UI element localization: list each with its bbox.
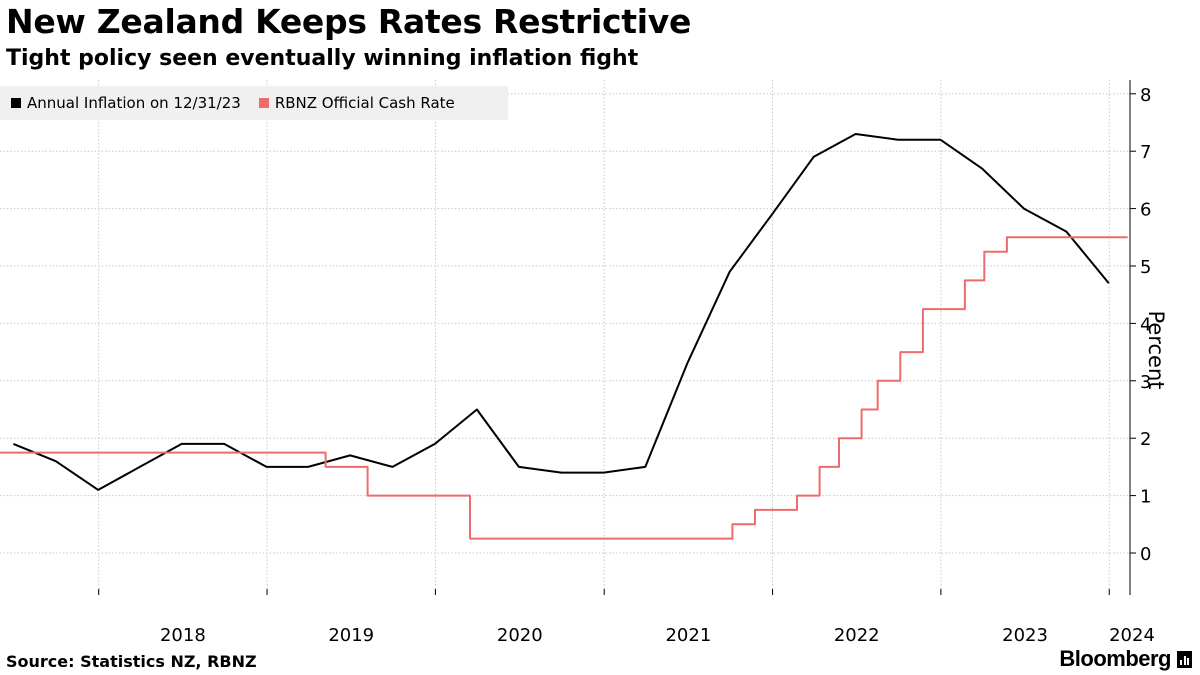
series-line-inflation <box>13 133 1110 491</box>
legend-swatch-cash-rate <box>258 98 269 108</box>
x-tick-label: 2023 <box>1002 625 1048 646</box>
y-tick-label: 8 <box>1140 85 1151 106</box>
y-tick-label: 2 <box>1140 429 1151 450</box>
y-tick-label: 5 <box>1140 257 1151 278</box>
legend-label-inflation: Annual Inflation on 12/31/23 <box>27 94 241 112</box>
chart-title: New Zealand Keeps Rates Restrictive <box>6 2 692 41</box>
y-tick-label: 4 <box>1140 314 1151 335</box>
legend-item-cash-rate: RBNZ Official Cash Rate <box>258 94 455 112</box>
legend-label-cash-rate: RBNZ Official Cash Rate <box>274 94 455 112</box>
legend-swatch-inflation <box>11 98 21 108</box>
y-tick-label: 6 <box>1140 200 1151 221</box>
bloomberg-logo: Bloomberg <box>1059 646 1192 672</box>
bloomberg-chart-icon <box>1177 650 1192 668</box>
source-note: Source: Statistics NZ, RBNZ <box>6 652 257 671</box>
y-tick-label: 0 <box>1140 544 1151 565</box>
series-line-cash-rate <box>0 236 1128 540</box>
x-tick-label: 2024 <box>1109 625 1155 646</box>
x-tick-label: 2020 <box>497 625 543 646</box>
x-tick-label: 2022 <box>834 625 880 646</box>
y-tick-label: 3 <box>1140 372 1151 393</box>
axes <box>98 80 1136 595</box>
y-tick-label: 1 <box>1140 487 1151 508</box>
gridlines <box>0 80 1130 595</box>
tick-labels: 0 1 2 3 4 5 6 7 8 2018 2019 2020 2021 2022 2023 2024 <box>160 85 1155 646</box>
logo-text: Bloomberg <box>1059 646 1171 671</box>
legend-item-inflation: Annual Inflation on 12/31/23 <box>11 94 241 112</box>
legend: Annual Inflation on 12/31/23 RBNZ Offici… <box>0 86 508 120</box>
x-tick-label: 2021 <box>665 625 711 646</box>
y-tick-label: 7 <box>1140 142 1151 163</box>
x-tick-label: 2018 <box>160 625 206 646</box>
series-lines <box>0 133 1128 540</box>
y-axis-label: Percent <box>1144 310 1168 390</box>
x-tick-label: 2019 <box>328 625 374 646</box>
chart-subtitle: Tight policy seen eventually winning inf… <box>6 46 639 71</box>
